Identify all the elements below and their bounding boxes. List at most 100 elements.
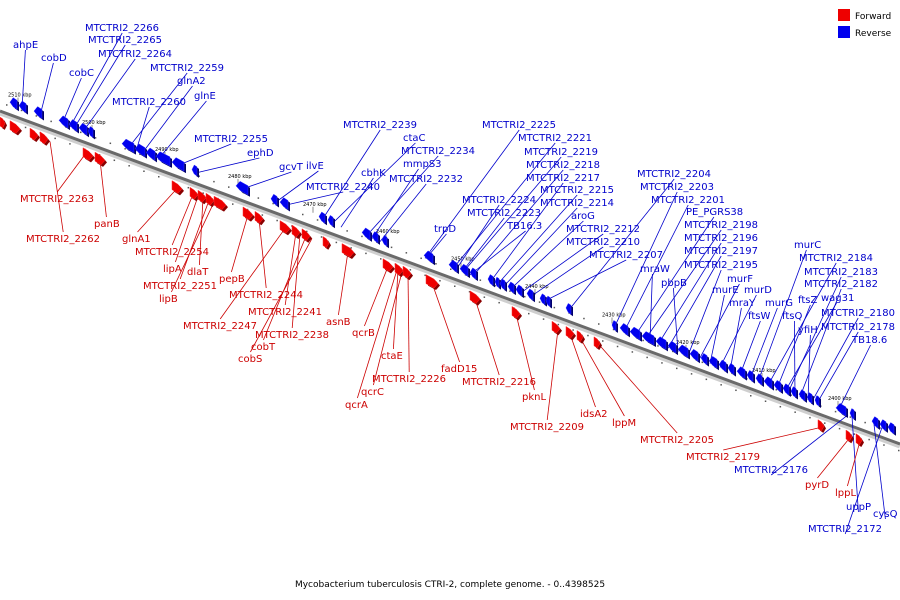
reverse-gene[interactable] [718,359,728,374]
forward-gene[interactable] [817,419,826,433]
gene-label-ahpe[interactable]: ahpE [13,40,38,51]
reverse-gene[interactable] [270,193,279,208]
gene-label-lipb[interactable]: lipB [159,294,178,305]
gene-label-mtctri2-2221[interactable]: MTCTRI2_2221 [518,133,592,144]
gene-label-ilve[interactable]: ilvE [306,161,324,172]
gene-label-pknl[interactable]: pknL [522,392,546,403]
reverse-gene[interactable] [611,320,618,333]
reverse-gene[interactable] [423,250,435,266]
gene-label-mtctri2-2210[interactable]: MTCTRI2_2210 [566,237,640,248]
forward-gene[interactable] [189,186,200,202]
gene-label-mtctri2-2196[interactable]: MTCTRI2_2196 [684,233,758,244]
gene-label-mraw[interactable]: mraW [640,264,670,275]
reverse-gene[interactable] [755,373,764,387]
gene-label-mtctri2-2226[interactable]: MTCTRI2_2226 [372,374,446,385]
gene-label-asnb[interactable]: asnB [326,317,351,328]
gene-label-pyrd[interactable]: pyrD [805,480,829,491]
gene-label-ftsw[interactable]: ftsW [748,311,770,322]
gene-label-mtctri2-2262[interactable]: MTCTRI2_2262 [26,234,100,245]
gene-label-glna2[interactable]: glnA2 [177,76,206,87]
reverse-gene[interactable] [78,122,89,138]
reverse-gene[interactable] [327,214,335,229]
forward-gene[interactable] [469,290,482,306]
gene-label-mtctri2-2172[interactable]: MTCTRI2_2172 [808,524,882,535]
reverse-gene[interactable] [499,278,507,292]
gene-label-mtctri2-2232[interactable]: MTCTRI2_2232 [389,174,463,185]
gene-label-tb16-3[interactable]: TB16.3 [506,221,542,232]
forward-gene[interactable] [341,243,356,259]
gene-label-mtctri2-2180[interactable]: MTCTRI2_2180 [821,308,895,319]
reverse-gene[interactable] [155,151,172,168]
gene-label-yfih[interactable]: yfiH [798,325,818,336]
reverse-gene[interactable] [58,115,70,131]
reverse-gene[interactable] [773,380,783,394]
forward-gene[interactable] [94,151,107,167]
forward-gene[interactable] [9,120,22,136]
gene-label-mtctri2-2238[interactable]: MTCTRI2_2238 [255,330,329,341]
gene-label-mtctri2-2223[interactable]: MTCTRI2_2223 [467,208,541,219]
reverse-gene[interactable] [545,295,552,309]
forward-gene[interactable] [845,429,854,444]
reverse-gene[interactable] [806,392,814,406]
gene-label-mtctri2-2260[interactable]: MTCTRI2_2260 [112,97,186,108]
gene-label-pe-pgrs38[interactable]: PE_PGRS38 [686,207,743,218]
gene-label-mtctri2-2254[interactable]: MTCTRI2_2254 [135,247,209,258]
gene-label-mtctri2-2207[interactable]: MTCTRI2_2207 [589,250,663,261]
reverse-gene[interactable] [641,331,656,347]
reverse-gene[interactable] [381,234,389,249]
gene-label-cobd[interactable]: cobD [41,53,67,64]
reverse-gene[interactable] [515,284,524,299]
forward-gene[interactable] [511,305,522,321]
reverse-gene[interactable] [361,227,372,242]
reverse-gene[interactable] [565,303,573,317]
reverse-gene[interactable] [33,106,44,121]
gene-label-cobs[interactable]: cobS [238,354,262,365]
reverse-gene[interactable] [879,419,888,433]
gene-label-pbpb[interactable]: pbpB [661,278,687,289]
reverse-gene[interactable] [689,348,700,364]
forward-gene[interactable] [402,265,413,281]
gene-label-mtctri2-2239[interactable]: MTCTRI2_2239 [343,120,417,131]
gene-label-mtctri2-2240[interactable]: MTCTRI2_2240 [306,182,380,193]
gene-label-qcra[interactable]: qcrA [345,400,368,411]
reverse-gene[interactable] [708,355,719,371]
gene-label-ctac[interactable]: ctaC [403,133,426,144]
gene-label-mtctri2-2214[interactable]: MTCTRI2_2214 [540,198,614,209]
reverse-gene[interactable] [539,293,547,307]
gene-label-murg[interactable]: murG [765,298,793,309]
gene-label-mtctri2-2244[interactable]: MTCTRI2_2244 [229,290,303,301]
forward-gene[interactable] [593,336,602,350]
gene-label-glne[interactable]: glnE [194,91,216,102]
gene-label-mtctri2-2209[interactable]: MTCTRI2_2209 [510,422,584,433]
reverse-gene[interactable] [677,344,690,360]
gene-label-mtctri2-2178[interactable]: MTCTRI2_2178 [821,322,895,333]
gene-label-mtctri2-2264[interactable]: MTCTRI2_2264 [98,49,172,60]
reverse-gene[interactable] [619,323,630,338]
reverse-gene[interactable] [526,288,535,303]
gene-label-trpd[interactable]: trpD [434,224,456,235]
gene-label-mtctri2-2204[interactable]: MTCTRI2_2204 [637,169,711,180]
gene-label-mure[interactable]: murE [712,285,739,296]
reverse-gene[interactable] [887,422,896,436]
gene-label-panb[interactable]: panB [94,219,120,230]
gene-label-mtctri2-2203[interactable]: MTCTRI2_2203 [640,182,714,193]
gene-label-lppm[interactable]: lppM [612,418,636,429]
forward-gene[interactable] [425,274,440,291]
gene-label-mtctri2-2216[interactable]: MTCTRI2_2216 [462,377,536,388]
forward-gene[interactable] [382,258,395,274]
forward-gene[interactable] [39,131,50,146]
gene-label-tb18-6[interactable]: TB18.6 [851,335,887,346]
forward-gene[interactable] [576,330,585,344]
reverse-gene[interactable] [9,97,19,112]
gene-label-mtctri2-2195[interactable]: MTCTRI2_2195 [684,260,758,271]
gene-label-murf[interactable]: murF [727,274,753,285]
reverse-gene[interactable] [746,370,755,384]
gene-label-cysq[interactable]: cysQ [873,509,898,520]
forward-gene[interactable] [29,127,40,143]
gene-label-mtctri2-2205[interactable]: MTCTRI2_2205 [640,435,714,446]
forward-gene[interactable] [565,325,576,341]
gene-label-ctae[interactable]: ctaE [381,351,403,362]
gene-label-mtctri2-2263[interactable]: MTCTRI2_2263 [20,194,94,205]
gene-label-mtctri2-2201[interactable]: MTCTRI2_2201 [651,195,725,206]
gene-label-murd[interactable]: murD [744,285,772,296]
